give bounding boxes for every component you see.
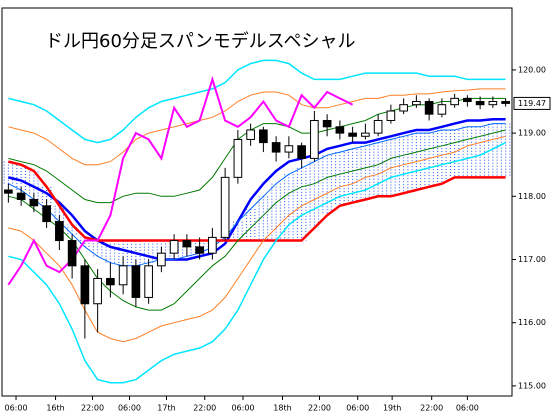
- x-tick-label: 22:00: [420, 404, 443, 413]
- candle-body: [437, 104, 447, 115]
- indicator-line: [8, 160, 506, 242]
- indicator-line: [7, 76, 354, 286]
- x-tick-label: 22:00: [81, 404, 104, 413]
- x-tick-label: 06:00: [346, 404, 369, 413]
- candle-body: [322, 119, 332, 128]
- candle-body: [463, 97, 472, 103]
- y-tick-label: 116.00: [518, 318, 546, 327]
- y-tick-label: 117.00: [518, 255, 546, 264]
- candle-body: [169, 240, 179, 254]
- candle-body: [297, 145, 306, 159]
- indicator-line: [8, 88, 506, 166]
- candle-body: [475, 101, 485, 106]
- candle-body: [220, 176, 230, 238]
- candle-body: [271, 142, 281, 153]
- candle-body: [399, 104, 408, 112]
- y-tick-label: 118.00: [518, 192, 546, 201]
- candle-body: [131, 265, 141, 298]
- candle-body: [106, 277, 115, 286]
- x-tick-label: 06:00: [4, 404, 27, 413]
- candle-body: [29, 198, 39, 207]
- candle-body: [55, 221, 64, 242]
- candle-body: [386, 110, 396, 121]
- candle-body: [450, 97, 459, 106]
- candle-body: [412, 101, 421, 106]
- x-tick-label: 06:00: [231, 404, 254, 413]
- plot-area: [3, 59, 511, 384]
- candle-body: [157, 252, 166, 267]
- candle-body: [501, 101, 510, 104]
- candle-body: [67, 240, 77, 267]
- candle-body: [284, 145, 294, 153]
- indicator-line: [8, 129, 506, 311]
- indicator-line: [8, 123, 506, 267]
- candle-body: [348, 132, 357, 137]
- candle-body: [424, 101, 434, 115]
- candle-body: [182, 240, 192, 248]
- indicator-line: [8, 97, 506, 204]
- candle-body: [195, 246, 204, 254]
- candle-body: [488, 101, 498, 106]
- last-price-label: 119.47: [518, 99, 546, 108]
- x-tick-label: 16th: [46, 404, 64, 413]
- x-tick-label: 22:00: [193, 404, 216, 413]
- candle-body: [373, 119, 383, 134]
- candle-body: [335, 126, 345, 134]
- candle-body: [80, 265, 90, 305]
- candle-body: [259, 129, 268, 144]
- candle-body: [4, 189, 13, 194]
- y-tick-label: 115.00: [518, 381, 546, 390]
- last-price-box: [513, 96, 551, 110]
- candle-body: [16, 192, 26, 200]
- indicator-line: [8, 135, 506, 343]
- x-tick-label: 06:00: [118, 404, 141, 413]
- x-tick-label: 17th: [157, 404, 175, 413]
- plot-frame: [1, 7, 513, 397]
- y-tick-label: 120.00: [518, 65, 546, 74]
- y-tick-label: 119.00: [518, 129, 546, 138]
- candle-body: [118, 265, 128, 286]
- chart-title: ドル円60分足スパンモデルスペシャル: [45, 31, 356, 52]
- candle-body: [144, 265, 153, 298]
- x-tick-label: 19th: [383, 404, 401, 413]
- x-tick-label: 06:00: [456, 404, 479, 413]
- candle-body: [310, 119, 319, 159]
- indicator-line: [8, 141, 506, 384]
- indicator-line: [8, 117, 506, 261]
- candle-body: [361, 132, 370, 137]
- x-tick-label: 18th: [273, 404, 291, 413]
- indicator-line: [8, 59, 506, 144]
- candle-body: [42, 205, 51, 223]
- candle-body: [208, 236, 217, 254]
- candle-body: [246, 129, 255, 140]
- candle-body: [93, 277, 102, 305]
- x-tick-label: 22:00: [308, 404, 331, 413]
- candle-body: [233, 138, 243, 178]
